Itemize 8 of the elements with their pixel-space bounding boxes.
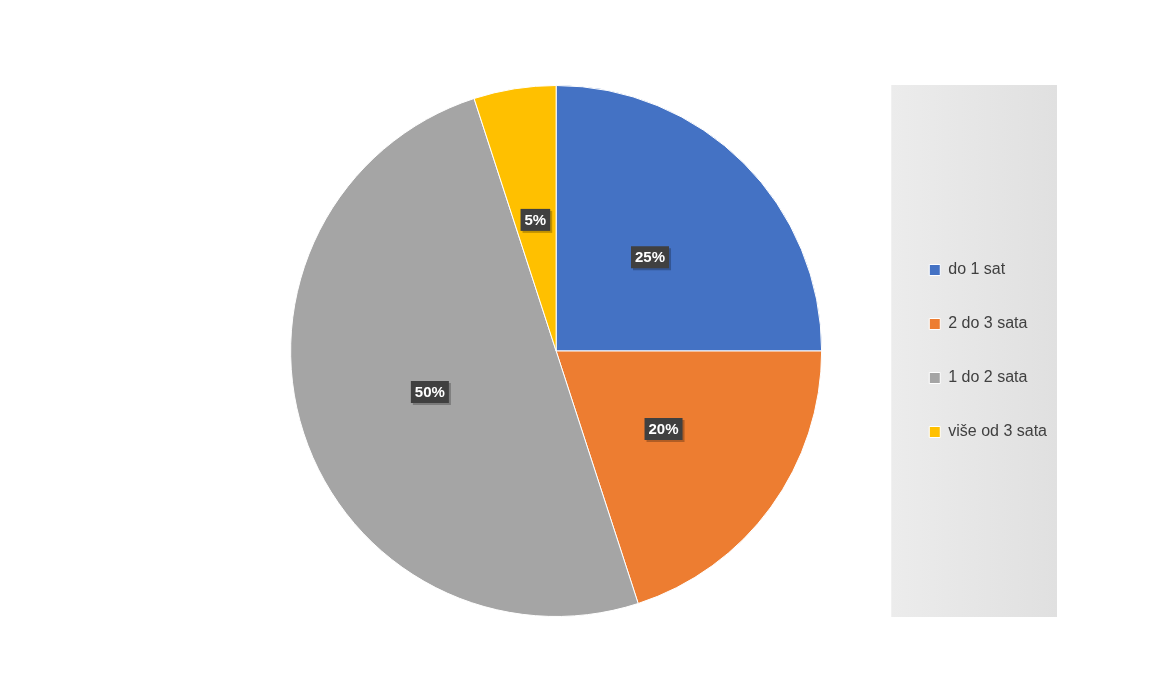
data-label: 5% bbox=[524, 211, 547, 229]
legend-label: više od 3 sata bbox=[948, 422, 1048, 440]
legend-label: do 1 sat bbox=[948, 260, 1006, 278]
data-label: 50% bbox=[414, 383, 445, 401]
data-label: 25% bbox=[634, 248, 666, 266]
data-label: 20% bbox=[648, 420, 679, 438]
legend-label: 2 do 3 sata bbox=[948, 314, 1028, 332]
legend-label: 1 do 2 sata bbox=[948, 368, 1028, 386]
